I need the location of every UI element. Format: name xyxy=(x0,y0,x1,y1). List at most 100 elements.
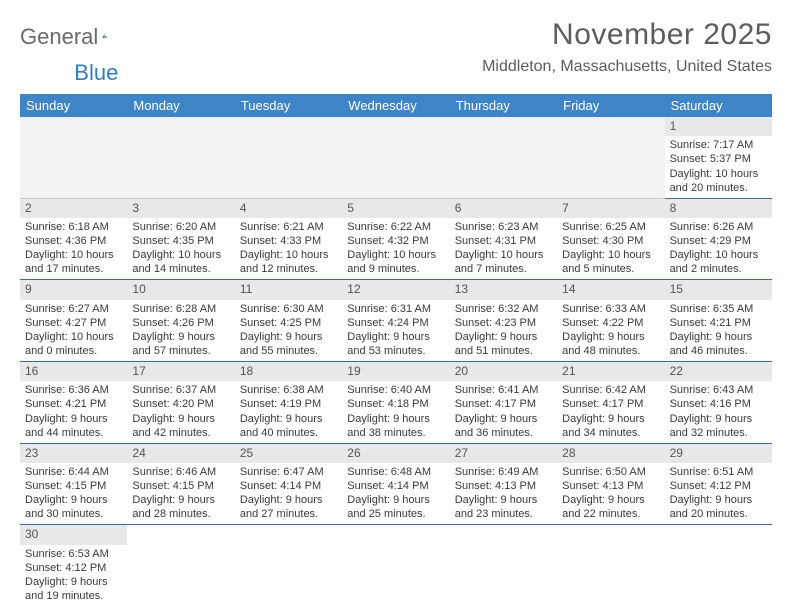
dayname-monday: Monday xyxy=(127,94,234,117)
day-details: Sunrise: 6:46 AMSunset: 4:15 PMDaylight:… xyxy=(132,465,229,521)
day-details: Sunrise: 6:36 AMSunset: 4:21 PMDaylight:… xyxy=(25,383,122,439)
dayname-tuesday: Tuesday xyxy=(235,94,342,117)
day-number: 17 xyxy=(127,362,234,381)
dayname-wednesday: Wednesday xyxy=(342,94,449,117)
day-details: Sunrise: 6:48 AMSunset: 4:14 PMDaylight:… xyxy=(347,465,444,521)
day-cell-9: 9 Sunrise: 6:27 AMSunset: 4:27 PMDaylight… xyxy=(20,280,127,362)
brand-word1: General xyxy=(20,24,98,50)
day-cell-30: 30 Sunrise: 6:53 AMSunset: 4:12 PMDayligh… xyxy=(20,525,127,606)
day-cell-24: 24 Sunrise: 6:46 AMSunset: 4:15 PMDayligh… xyxy=(127,444,234,526)
day-number: 7 xyxy=(557,199,664,218)
dayname-sunday: Sunday xyxy=(20,94,127,117)
day-details: Sunrise: 6:38 AMSunset: 4:19 PMDaylight:… xyxy=(240,383,337,439)
day-cell-4: 4 Sunrise: 6:21 AMSunset: 4:33 PMDaylight… xyxy=(235,199,342,281)
day-cell-17: 17 Sunrise: 6:37 AMSunset: 4:20 PMDayligh… xyxy=(127,362,234,444)
dayname-saturday: Saturday xyxy=(665,94,772,117)
month-title: November 2025 xyxy=(482,18,772,52)
calendar: SundayMondayTuesdayWednesdayThursdayFrid… xyxy=(20,94,772,606)
day-cell-16: 16 Sunrise: 6:36 AMSunset: 4:21 PMDayligh… xyxy=(20,362,127,444)
day-details: Sunrise: 6:31 AMSunset: 4:24 PMDaylight:… xyxy=(347,302,444,358)
day-details: Sunrise: 6:32 AMSunset: 4:23 PMDaylight:… xyxy=(455,302,552,358)
day-details: Sunrise: 6:40 AMSunset: 4:18 PMDaylight:… xyxy=(347,383,444,439)
day-cell-1: 1 Sunrise: 7:17 AMSunset: 5:37 PMDaylight… xyxy=(665,117,772,199)
day-cell-7: 7 Sunrise: 6:25 AMSunset: 4:30 PMDaylight… xyxy=(557,199,664,281)
calendar-body: 1 Sunrise: 7:17 AMSunset: 5:37 PMDaylight… xyxy=(20,117,772,606)
day-cell-8: 8Sunrise: 6:26 AMSunset: 4:29 PMDaylight… xyxy=(665,199,772,281)
day-number: 12 xyxy=(342,280,449,299)
day-number: 3 xyxy=(127,199,234,218)
day-number: 25 xyxy=(235,444,342,463)
day-details: Sunrise: 6:41 AMSunset: 4:17 PMDaylight:… xyxy=(455,383,552,439)
empty-cell xyxy=(342,117,449,199)
day-number: 27 xyxy=(450,444,557,463)
day-details: Sunrise: 6:30 AMSunset: 4:25 PMDaylight:… xyxy=(240,302,337,358)
day-details: Sunrise: 6:53 AMSunset: 4:12 PMDaylight:… xyxy=(25,547,122,603)
location-text: Middleton, Massachusetts, United States xyxy=(482,58,772,76)
day-number: 2 xyxy=(20,199,127,218)
day-details: Sunrise: 6:44 AMSunset: 4:15 PMDaylight:… xyxy=(25,465,122,521)
day-number: 28 xyxy=(557,444,664,463)
day-details: Sunrise: 7:17 AMSunset: 5:37 PMDaylight:… xyxy=(670,138,767,194)
day-number: 20 xyxy=(450,362,557,381)
day-number: 14 xyxy=(557,280,664,299)
day-number: 19 xyxy=(342,362,449,381)
day-details: Sunrise: 6:22 AMSunset: 4:32 PMDaylight:… xyxy=(347,220,444,276)
day-cell-22: 22Sunrise: 6:43 AMSunset: 4:16 PMDayligh… xyxy=(665,362,772,444)
empty-cell xyxy=(557,117,664,199)
day-number: 4 xyxy=(235,199,342,218)
day-cell-2: 2 Sunrise: 6:18 AMSunset: 4:36 PMDaylight… xyxy=(20,199,127,281)
day-number: 26 xyxy=(342,444,449,463)
day-cell-18: 18 Sunrise: 6:38 AMSunset: 4:19 PMDayligh… xyxy=(235,362,342,444)
day-cell-14: 14 Sunrise: 6:33 AMSunset: 4:22 PMDayligh… xyxy=(557,280,664,362)
day-details: Sunrise: 6:20 AMSunset: 4:35 PMDaylight:… xyxy=(132,220,229,276)
day-number: 15 xyxy=(665,280,772,299)
day-number: 16 xyxy=(20,362,127,381)
brand-word2: Blue xyxy=(74,60,118,86)
day-details: Sunrise: 6:49 AMSunset: 4:13 PMDaylight:… xyxy=(455,465,552,521)
day-number: 10 xyxy=(127,280,234,299)
empty-cell xyxy=(20,117,127,199)
day-details: Sunrise: 6:27 AMSunset: 4:27 PMDaylight:… xyxy=(25,302,122,358)
day-details: Sunrise: 6:50 AMSunset: 4:13 PMDaylight:… xyxy=(562,465,659,521)
day-cell-5: 5Sunrise: 6:22 AMSunset: 4:32 PMDaylight… xyxy=(342,199,449,281)
day-number: 18 xyxy=(235,362,342,381)
sail-icon xyxy=(102,25,108,47)
day-number: 6 xyxy=(450,199,557,218)
day-cell-23: 23 Sunrise: 6:44 AMSunset: 4:15 PMDayligh… xyxy=(20,444,127,526)
day-cell-20: 20 Sunrise: 6:41 AMSunset: 4:17 PMDayligh… xyxy=(450,362,557,444)
day-number: 24 xyxy=(127,444,234,463)
day-details: Sunrise: 6:37 AMSunset: 4:20 PMDaylight:… xyxy=(132,383,229,439)
day-number: 29 xyxy=(665,444,772,463)
brand-logo: General xyxy=(20,18,130,50)
empty-cell xyxy=(235,117,342,199)
empty-cell xyxy=(127,117,234,199)
day-cell-6: 6 Sunrise: 6:23 AMSunset: 4:31 PMDaylight… xyxy=(450,199,557,281)
day-cell-15: 15 Sunrise: 6:35 AMSunset: 4:21 PMDayligh… xyxy=(665,280,772,362)
dayname-friday: Friday xyxy=(557,94,664,117)
day-details: Sunrise: 6:25 AMSunset: 4:30 PMDaylight:… xyxy=(562,220,659,276)
day-cell-19: 19 Sunrise: 6:40 AMSunset: 4:18 PMDayligh… xyxy=(342,362,449,444)
day-details: Sunrise: 6:33 AMSunset: 4:22 PMDaylight:… xyxy=(562,302,659,358)
day-details: Sunrise: 6:18 AMSunset: 4:36 PMDaylight:… xyxy=(25,220,122,276)
day-details: Sunrise: 6:21 AMSunset: 4:33 PMDaylight:… xyxy=(240,220,337,276)
day-cell-29: 29 Sunrise: 6:51 AMSunset: 4:12 PMDayligh… xyxy=(665,444,772,526)
day-details: Sunrise: 6:35 AMSunset: 4:21 PMDaylight:… xyxy=(670,302,767,358)
day-number: 1 xyxy=(665,117,772,136)
day-cell-21: 21Sunrise: 6:42 AMSunset: 4:17 PMDayligh… xyxy=(557,362,664,444)
day-number: 23 xyxy=(20,444,127,463)
day-details: Sunrise: 6:51 AMSunset: 4:12 PMDaylight:… xyxy=(670,465,767,521)
day-number: 30 xyxy=(20,525,127,544)
day-cell-13: 13Sunrise: 6:32 AMSunset: 4:23 PMDayligh… xyxy=(450,280,557,362)
day-number: 11 xyxy=(235,280,342,299)
day-details: Sunrise: 6:26 AMSunset: 4:29 PMDaylight:… xyxy=(670,220,767,276)
calendar-header-row: SundayMondayTuesdayWednesdayThursdayFrid… xyxy=(20,94,772,117)
day-cell-3: 3 Sunrise: 6:20 AMSunset: 4:35 PMDaylight… xyxy=(127,199,234,281)
day-cell-10: 10Sunrise: 6:28 AMSunset: 4:26 PMDayligh… xyxy=(127,280,234,362)
day-cell-28: 28 Sunrise: 6:50 AMSunset: 4:13 PMDayligh… xyxy=(557,444,664,526)
day-details: Sunrise: 6:23 AMSunset: 4:31 PMDaylight:… xyxy=(455,220,552,276)
day-cell-12: 12 Sunrise: 6:31 AMSunset: 4:24 PMDayligh… xyxy=(342,280,449,362)
day-details: Sunrise: 6:47 AMSunset: 4:14 PMDaylight:… xyxy=(240,465,337,521)
day-details: Sunrise: 6:42 AMSunset: 4:17 PMDaylight:… xyxy=(562,383,659,439)
day-number: 9 xyxy=(20,280,127,299)
day-details: Sunrise: 6:43 AMSunset: 4:16 PMDaylight:… xyxy=(670,383,767,439)
